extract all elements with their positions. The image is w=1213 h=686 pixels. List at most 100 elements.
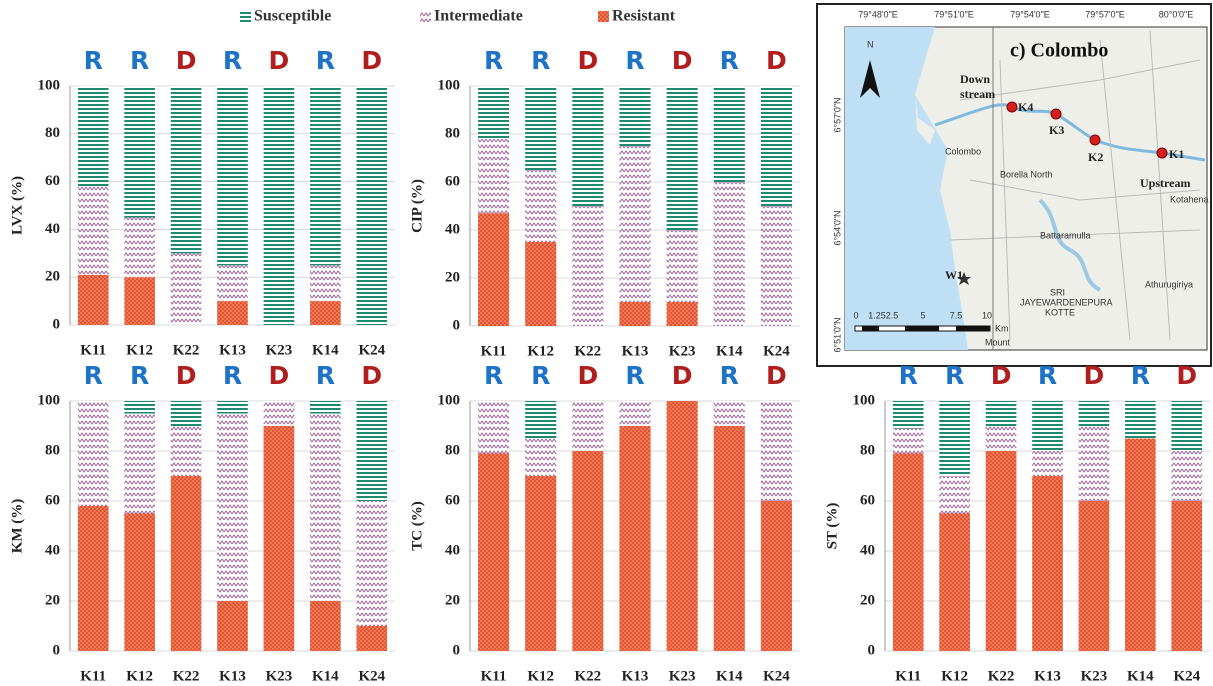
x-tick-label: K14: [716, 343, 743, 359]
bar-segment: [478, 401, 509, 454]
y-tick-label: 20: [860, 592, 875, 608]
y-tick-label: 20: [445, 592, 460, 608]
x-tick-label: K13: [622, 343, 649, 359]
lon-label: 79°48'0"E: [858, 9, 898, 19]
figure: Susceptible Intermediate Resistant N c) …: [0, 0, 1213, 686]
place-label: Mount: [985, 337, 1011, 347]
y-tick-label: 100: [38, 392, 61, 408]
annotation: R: [84, 361, 103, 390]
x-tick-label: K22: [575, 668, 602, 684]
bar-segment: [761, 86, 792, 206]
bar-segment: [171, 86, 202, 253]
bar-segment: [124, 514, 155, 652]
y-tick-label: 0: [453, 317, 461, 333]
bar-segment: [525, 439, 556, 477]
bar-segment: [761, 501, 792, 651]
site-label: K4: [1018, 100, 1033, 114]
y-tick-label: 40: [445, 221, 460, 237]
bar-segment: [217, 414, 248, 602]
bar-segment: [761, 401, 792, 501]
annotation: R: [84, 46, 103, 75]
lon-label: 79°54'0"E: [1010, 9, 1050, 19]
bar-segment: [525, 170, 556, 242]
bar-segment: [525, 401, 556, 439]
downstream-label: Down: [960, 72, 990, 86]
scale-label: 10: [982, 310, 992, 320]
x-tick-label: K13: [219, 342, 246, 358]
lat-label: 6°54'0"N: [832, 210, 842, 245]
bar-segment: [893, 429, 924, 454]
bar-segment: [525, 242, 556, 326]
y-tick-label: 0: [53, 642, 61, 658]
y-tick-label: 100: [438, 392, 461, 408]
scale-label: 1.25: [868, 310, 886, 320]
annotation: D: [577, 361, 598, 390]
site-label: W1: [945, 268, 963, 282]
annotation: R: [899, 361, 918, 390]
legend-swatch: [598, 11, 609, 22]
annotation: D: [766, 361, 787, 390]
annotation: R: [130, 361, 149, 390]
annotation: R: [625, 46, 644, 75]
place-label: Borella North: [1000, 169, 1053, 179]
bar-segment: [78, 86, 109, 186]
annotation: D: [672, 46, 693, 75]
place-label: Battaramulla: [1040, 230, 1091, 240]
y-tick-label: 100: [38, 77, 61, 93]
bar-segment: [356, 401, 387, 501]
bar-segment: [1125, 401, 1156, 439]
x-tick-label: K14: [312, 668, 339, 684]
x-tick-label: K22: [173, 668, 200, 684]
site-label: K2: [1088, 150, 1103, 164]
bar-segment: [478, 454, 509, 652]
bar-segment: [217, 301, 248, 325]
x-tick-label: K23: [266, 342, 293, 358]
y-tick-label: 60: [445, 492, 460, 508]
y-tick-label: 20: [45, 592, 60, 608]
bar-segment: [667, 302, 698, 326]
annotation: R: [316, 46, 335, 75]
bar-segment: [217, 265, 248, 301]
bar-segment: [525, 476, 556, 651]
x-tick-label: K24: [358, 342, 385, 358]
place-label: KOTTE: [1045, 307, 1075, 317]
annotation: R: [1131, 361, 1150, 390]
y-tick-label: 60: [860, 492, 875, 508]
annotation: R: [223, 361, 242, 390]
annotation: D: [269, 46, 290, 75]
scale-unit: Km: [995, 323, 1009, 333]
bar-segment: [667, 86, 698, 230]
bar-segment: [78, 275, 109, 325]
bar-segment: [78, 186, 109, 274]
bar-segment: [619, 86, 650, 146]
annotation: R: [531, 361, 550, 390]
y-tick-label: 40: [860, 542, 875, 558]
bar-segment: [78, 401, 109, 506]
bar-segment: [572, 401, 603, 451]
x-tick-label: K11: [80, 668, 106, 684]
bar-segment: [171, 401, 202, 426]
x-tick-label: K12: [527, 668, 554, 684]
annotation: R: [484, 46, 503, 75]
annotation: R: [625, 361, 644, 390]
map: N c) Colombo 79°48'0"E 79°51'0"E 79°54'0…: [817, 4, 1211, 366]
bar-segment: [124, 401, 155, 414]
scale-bar: [956, 326, 990, 331]
y-tick-label: 0: [53, 316, 61, 332]
bar-segment: [893, 401, 924, 429]
site-marker: [1051, 109, 1061, 119]
bar-segment: [714, 86, 745, 182]
annotation: D: [176, 46, 197, 75]
bar-segment: [986, 401, 1017, 426]
x-tick-label: K14: [716, 668, 743, 684]
scale-label: 7.5: [950, 310, 963, 320]
y-axis-label: CIP (%): [409, 179, 425, 233]
bar-segment: [619, 401, 650, 426]
bar-segment: [986, 426, 1017, 451]
bar-segment: [217, 86, 248, 265]
x-tick-label: K24: [358, 668, 385, 684]
bar-segment: [124, 217, 155, 277]
x-tick-label: K13: [622, 668, 649, 684]
legend-label: Susceptible: [254, 8, 331, 25]
bar-segment: [714, 182, 745, 326]
